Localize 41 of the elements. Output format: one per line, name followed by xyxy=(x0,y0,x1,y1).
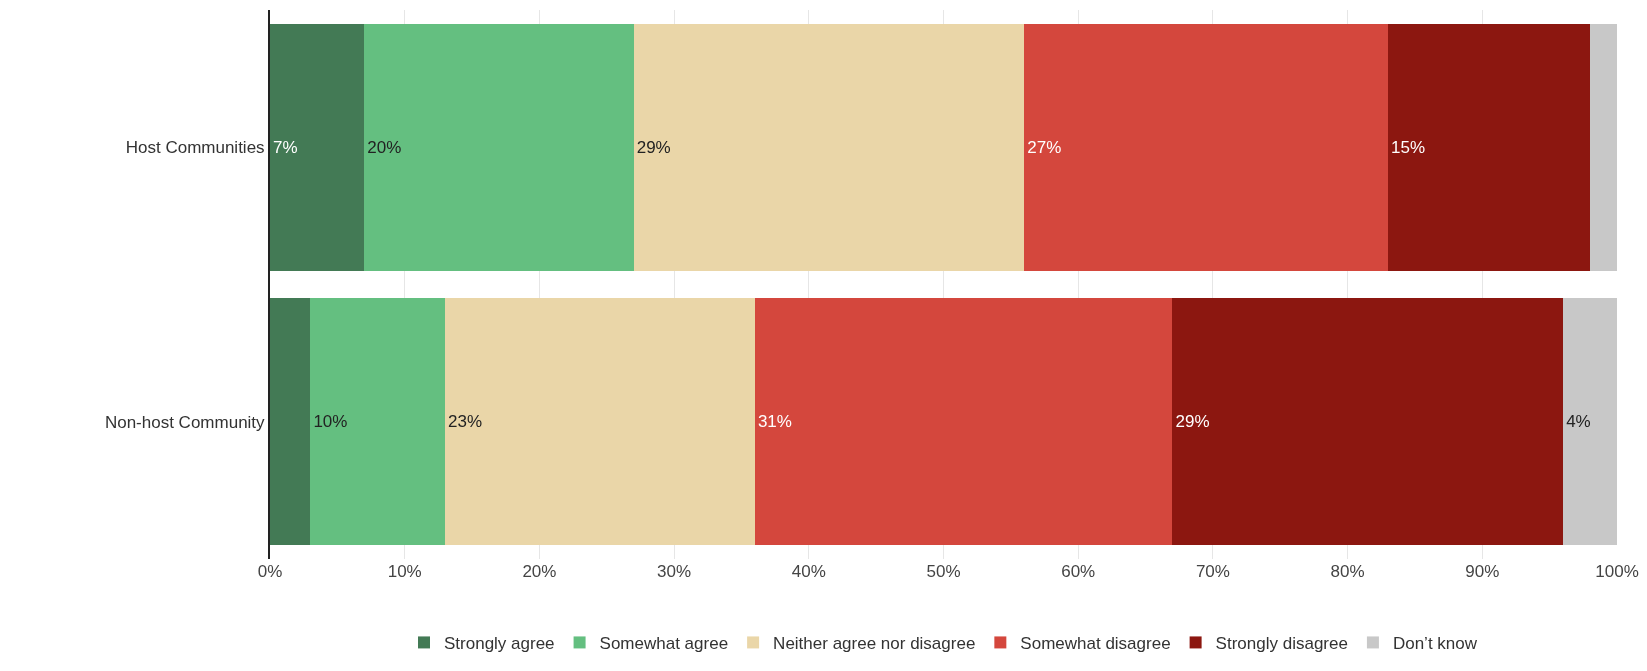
bar xyxy=(754,298,1173,546)
x-tick-label: 20% xyxy=(522,562,557,581)
bar xyxy=(364,23,634,271)
x-tick-label: 30% xyxy=(657,562,692,581)
legend-label: Somewhat disagree xyxy=(1020,634,1171,654)
x-tick-label: 40% xyxy=(791,562,826,581)
bar xyxy=(1172,298,1564,546)
x-tick-label: 80% xyxy=(1330,562,1365,581)
data-label: 29% xyxy=(636,137,671,157)
data-label: 23% xyxy=(448,412,483,432)
bar xyxy=(270,298,311,546)
x-tick-label: 90% xyxy=(1465,562,1500,581)
legend-label: Neither agree nor disagree xyxy=(773,634,976,654)
y-tick-label: Non-host Community xyxy=(104,412,266,432)
y-tick-label: Host Communities xyxy=(125,138,265,158)
data-label: 29% xyxy=(1175,412,1210,432)
data-label: 7% xyxy=(273,137,298,157)
x-tick-label: 0% xyxy=(257,562,283,581)
bar xyxy=(310,298,446,546)
data-label: 10% xyxy=(313,412,348,432)
legend-label: Don’t know xyxy=(1392,634,1478,654)
x-tick-label: 60% xyxy=(1061,562,1096,581)
bar xyxy=(445,298,755,546)
x-tick-label: 50% xyxy=(926,562,961,581)
bar xyxy=(1024,23,1389,271)
legend-label: Strongly disagree xyxy=(1215,634,1348,654)
data-label: 20% xyxy=(367,137,402,157)
bar xyxy=(1590,23,1617,271)
data-label: 15% xyxy=(1391,137,1426,157)
bar xyxy=(633,23,1025,271)
legend-label: Strongly agree xyxy=(444,634,555,654)
data-label: 27% xyxy=(1027,137,1062,157)
bar xyxy=(1563,298,1617,546)
x-tick-label: 10% xyxy=(387,562,422,581)
x-tick-label: 100% xyxy=(1595,562,1639,581)
bar xyxy=(270,23,365,271)
data-label: 4% xyxy=(1566,412,1591,432)
legend-label: Somewhat agree xyxy=(599,634,729,654)
bar xyxy=(1388,23,1591,271)
data-label: 31% xyxy=(757,412,792,432)
x-tick-label: 70% xyxy=(1195,562,1230,581)
